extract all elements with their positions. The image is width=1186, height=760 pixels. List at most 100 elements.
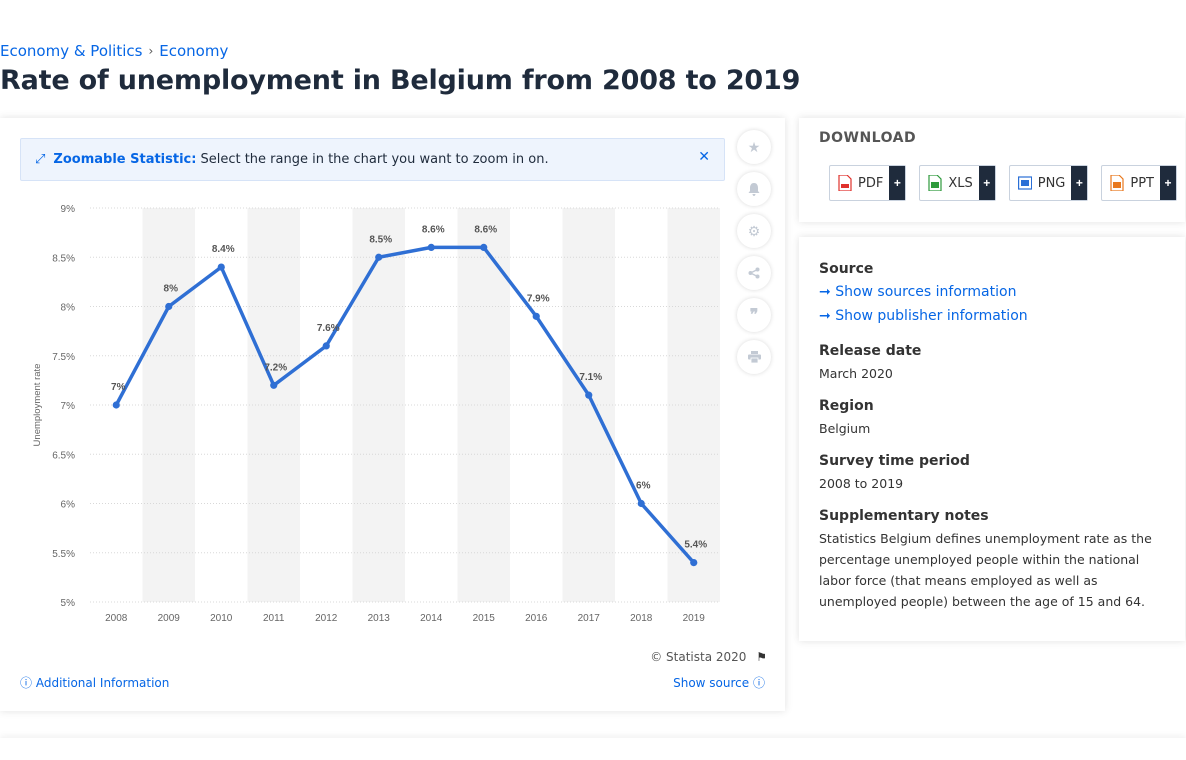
show-publisher-label: Show publisher information: [835, 308, 1028, 324]
y-tick-label: 8.5%: [52, 253, 75, 264]
gear-icon[interactable]: ⚙: [737, 214, 771, 248]
png-label: PNG: [1037, 175, 1066, 191]
bottom-strip: [0, 738, 1186, 760]
xls-file-icon: [928, 174, 942, 192]
y-tick-label: 6%: [61, 500, 76, 511]
show-source-label: Show source: [673, 676, 750, 690]
print-icon[interactable]: [737, 340, 771, 374]
supplementary-notes-value: Statistics Belgium defines unemployment …: [819, 531, 1152, 609]
release-date-heading: Release date: [819, 343, 922, 359]
page-title: Rate of unemployment in Belgium from 200…: [0, 65, 801, 96]
data-label: 5.4%: [684, 540, 707, 551]
survey-period-value: 2008 to 2019: [819, 476, 904, 491]
data-point: [165, 302, 173, 311]
breadcrumb-separator: ›: [148, 44, 154, 58]
x-tick-label: 2017: [578, 613, 601, 624]
data-point: [270, 381, 278, 389]
release-date-value: March 2020: [819, 366, 893, 381]
data-point: [322, 342, 330, 350]
data-point: [585, 391, 593, 399]
download-buttons: PDF + XLS + PNG + PPT +: [829, 165, 1177, 201]
data-label: 8.5%: [369, 234, 392, 245]
info-circle-icon: ⓘ: [20, 676, 33, 690]
additional-info-link[interactable]: ⓘ Additional Information: [20, 674, 169, 691]
y-axis-label: Unemployment rate: [32, 364, 43, 447]
data-label: 7%: [111, 382, 126, 393]
show-sources-label: Show sources information: [835, 284, 1017, 300]
data-label: 8.6%: [422, 224, 445, 235]
y-tick-label: 6.5%: [52, 450, 75, 461]
ppt-plus: +: [1160, 166, 1176, 200]
data-label: 7.9%: [527, 293, 550, 304]
data-point: [217, 263, 225, 271]
info-circle-icon: ⓘ: [752, 676, 765, 690]
png-plus: +: [1071, 166, 1088, 200]
y-tick-label: 5%: [61, 598, 76, 609]
png-file-icon: [1017, 175, 1032, 191]
xls-label: XLS: [948, 175, 973, 191]
zoom-banner-text: Select the range in the chart you want t…: [200, 152, 549, 167]
y-tick-label: 5.5%: [52, 549, 75, 560]
xls-plus: +: [978, 166, 995, 200]
show-publisher-link[interactable]: ➞ Show publisher information: [819, 308, 1028, 324]
x-tick-label: 2011: [263, 613, 285, 624]
share-icon[interactable]: [737, 256, 771, 290]
ppt-file-icon: [1110, 174, 1124, 192]
x-tick-label: 2019: [683, 613, 706, 624]
survey-period-heading: Survey time period: [819, 453, 970, 469]
data-label: 8%: [164, 284, 179, 295]
chart-card: 5% 5.5% 6% 6.5% 7% 7.5% 8% 8.5% 9% 2008 2009 2010 20…: [0, 118, 785, 711]
data-point: [690, 559, 698, 567]
x-tick-label: 2012: [315, 613, 338, 624]
expand-icon: ⤢: [35, 152, 46, 167]
y-tick-label: 7%: [61, 401, 76, 412]
quote-icon[interactable]: ❞: [737, 298, 771, 332]
supplementary-notes-heading: Supplementary notes: [819, 508, 989, 524]
show-source-link[interactable]: Show source ⓘ: [673, 674, 765, 691]
data-point: [375, 253, 383, 261]
x-tick-label: 2014: [420, 613, 443, 624]
statistic-details-card: Source ➞ Show sources information ➞ Show…: [799, 237, 1185, 641]
y-tick-label: 7.5%: [52, 352, 75, 363]
arrow-right-icon: ➞: [819, 284, 836, 300]
breadcrumb-economy-politics[interactable]: Economy & Politics: [0, 42, 143, 60]
region-value: Belgium: [819, 421, 871, 436]
download-ppt-button[interactable]: PPT +: [1101, 165, 1177, 201]
flag-icon[interactable]: ⚑: [756, 650, 767, 664]
x-tick-label: 2009: [158, 613, 181, 624]
data-label: 6%: [636, 481, 651, 492]
close-icon[interactable]: ✕: [698, 149, 710, 165]
breadcrumb-economy[interactable]: Economy: [159, 42, 229, 60]
show-sources-link[interactable]: ➞ Show sources information: [819, 284, 1016, 300]
download-title: DOWNLOAD: [819, 130, 917, 146]
y-tick-label: 8%: [61, 303, 76, 314]
x-tick-label: 2015: [473, 613, 496, 624]
series-line: [114, 245, 696, 565]
data-label: 8.6%: [474, 224, 497, 235]
download-card: DOWNLOAD PDF + XLS + PNG + PPT +: [799, 118, 1185, 222]
data-point: [637, 499, 645, 508]
download-png-button[interactable]: PNG +: [1008, 165, 1089, 201]
line-chart[interactable]: 5% 5.5% 6% 6.5% 7% 7.5% 8% 8.5% 9% 2008 2009 2010 20…: [0, 118, 785, 711]
pdf-label: PDF: [858, 175, 884, 191]
pdf-file-icon: [838, 174, 852, 192]
star-icon[interactable]: ★: [737, 130, 771, 164]
breadcrumb: Economy & Politics › Economy: [0, 42, 228, 60]
download-xls-button[interactable]: XLS +: [919, 165, 996, 201]
data-label: 7.1%: [579, 372, 602, 383]
chart-toolbar: ★ ⚙ ❞: [737, 130, 773, 382]
x-tick-label: 2013: [368, 613, 391, 624]
data-label: 8.4%: [212, 244, 235, 255]
region-heading: Region: [819, 398, 874, 414]
x-tick-label: 2016: [525, 613, 548, 624]
bell-icon[interactable]: [737, 172, 771, 206]
y-tick-label: 9%: [61, 204, 76, 215]
zoom-banner: ⤢ Zoomable Statistic: Select the range i…: [20, 138, 725, 181]
credit-text: © Statista 2020: [650, 650, 747, 664]
data-point: [112, 401, 120, 409]
download-pdf-button[interactable]: PDF +: [829, 165, 907, 201]
zoom-banner-title: Zoomable Statistic:: [53, 152, 197, 167]
x-tick-label: 2018: [630, 613, 653, 624]
statista-credit: © Statista 2020 ⚑: [650, 650, 767, 664]
arrow-right-icon: ➞: [819, 308, 836, 324]
